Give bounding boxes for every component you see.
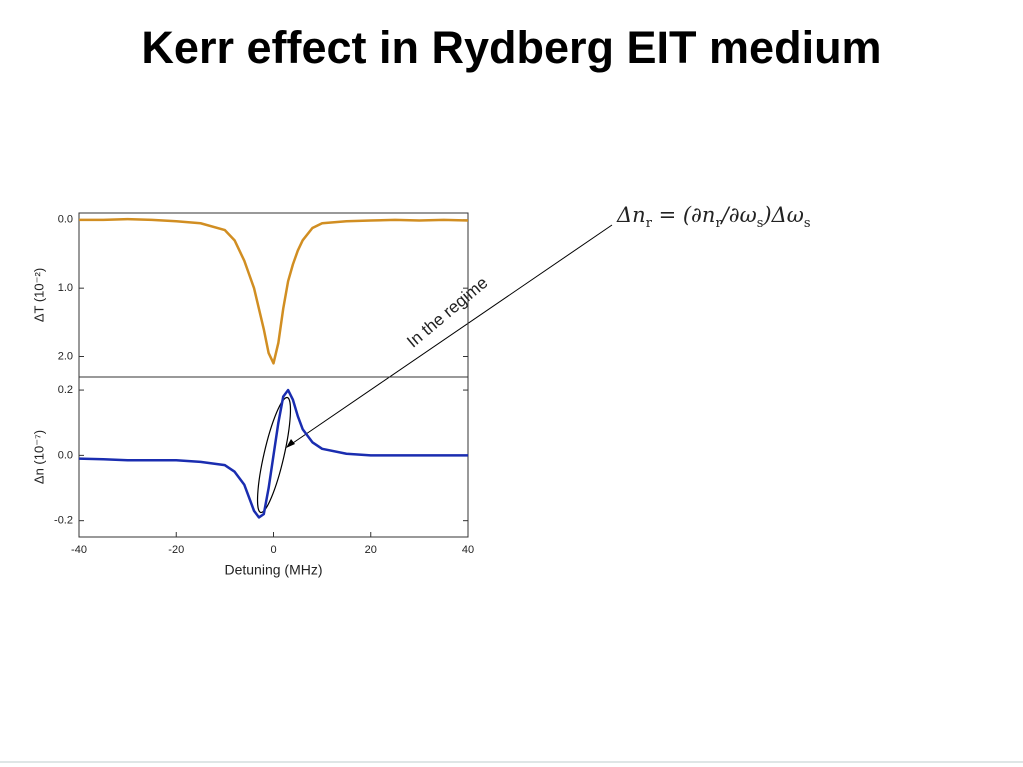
formula-part: s [803,216,811,232]
formula-part: )Δω [763,203,804,227]
x-axis-label: Detuning (MHz) [224,562,322,578]
arrow-head [286,439,295,448]
arrow [289,224,613,446]
formula-part: = (∂n [651,203,716,227]
x-tick-label: 40 [462,544,474,556]
y-tick-label: 0.0 [58,214,73,226]
x-tick-label: -20 [168,544,184,556]
y-tick-label: 0.0 [58,449,73,461]
x-tick-label: -40 [71,544,87,556]
y-tick-label: 1.0 [58,282,73,294]
y-tick-label: 0.2 [58,384,73,396]
formula-part: r [715,216,722,232]
data-line [79,217,469,365]
formula-part: /∂ω [721,203,757,227]
plot-frame [78,212,469,378]
highlight-ellipse [256,396,292,514]
divider [0,761,1023,763]
y-tick-label: -0.2 [54,515,73,527]
y-axis-label: Δn (10⁻⁷) [31,430,46,484]
formula-part: r [645,216,652,232]
annotation: In the regime [403,273,491,351]
formula-part: s [756,216,764,232]
slide-title: Kerr effect in Rydberg EIT medium [141,22,882,73]
y-tick-label: 2.0 [58,350,73,362]
y-axis-label: ΔT (10⁻²) [31,268,46,322]
formula: Δnr = (∂nr/∂ωs)Δωs [617,203,811,231]
formula-part: Δn [617,203,646,227]
data-line [78,388,468,519]
x-tick-label: 0 [270,544,276,556]
x-tick-label: 20 [365,544,377,556]
